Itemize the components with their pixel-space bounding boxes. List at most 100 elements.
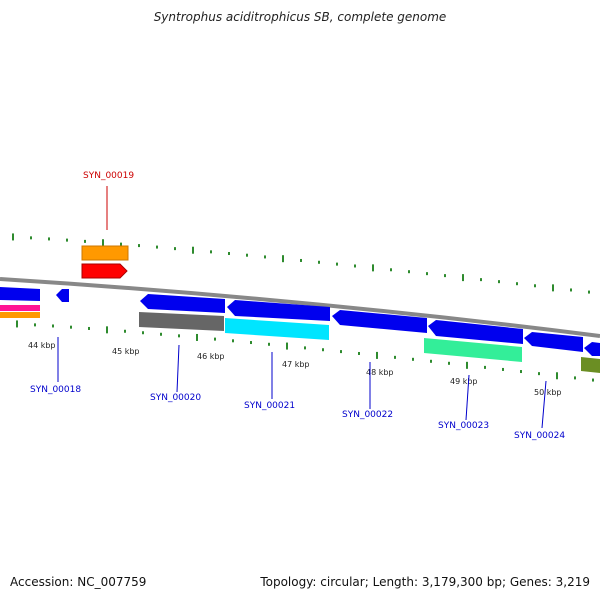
tick-mark-lower (286, 342, 288, 350)
tick-mark-upper (480, 278, 482, 282)
tick-mark-lower (430, 359, 432, 363)
tick-mark-upper (426, 272, 428, 276)
tick-mark-lower (376, 351, 378, 359)
tick-mark-upper (534, 284, 536, 288)
gene-arrow-syn00022[interactable] (332, 310, 427, 333)
tick-mark-upper (228, 252, 230, 256)
kbp-label: 45 kbp (112, 347, 140, 356)
feature-magenta-bar[interactable] (0, 305, 40, 311)
gene-arrow-syn00018-a[interactable] (0, 287, 40, 301)
gene-arrow-syn00023[interactable] (428, 320, 523, 344)
tick-mark-upper (498, 280, 500, 284)
tick-mark-upper (102, 239, 104, 247)
tick-mark-lower (556, 372, 558, 380)
tick-mark-upper (210, 250, 212, 254)
tick-mark-lower (448, 361, 450, 365)
tick-mark-lower (250, 341, 252, 345)
topology-value: circular (320, 575, 365, 589)
tick-mark-lower (412, 357, 414, 361)
tick-mark-lower (52, 324, 54, 328)
tick-mark-upper (390, 268, 392, 272)
tick-mark-lower (106, 326, 108, 334)
tick-mark-upper (84, 239, 86, 243)
tick-mark-upper (12, 233, 14, 241)
kbp-label: 44 kbp (28, 341, 56, 350)
tick-mark-upper (462, 274, 464, 282)
tick-mark-upper (444, 274, 446, 278)
tick-mark-lower (304, 346, 306, 350)
tick-mark-upper (318, 260, 320, 264)
genome-backbone (0, 277, 600, 338)
gene-label[interactable]: SYN_00020 (150, 393, 201, 403)
tick-mark-lower (268, 342, 270, 346)
gene-label[interactable]: SYN_00019 (83, 171, 134, 181)
tick-mark-lower (592, 378, 594, 382)
kbp-label: 46 kbp (197, 352, 225, 361)
topology-label: Topology: (260, 575, 317, 589)
tick-mark-upper (282, 255, 284, 263)
feature-cyan-bar[interactable] (225, 318, 329, 340)
gene-label[interactable]: SYN_00023 (438, 421, 489, 431)
tick-mark-lower (322, 348, 324, 352)
tick-mark-upper (30, 236, 32, 240)
tick-mark-upper (246, 253, 248, 257)
feature-olive-bar[interactable] (581, 357, 600, 373)
tick-mark-lower (484, 365, 486, 369)
genes-label: Genes: (509, 575, 552, 589)
tick-mark-lower (394, 355, 396, 359)
tick-mark-upper (372, 264, 374, 272)
reverse-features (0, 287, 600, 356)
gene-labels: SYN_00018 SYN_00019 SYN_00020 SYN_00021 SYN_… (30, 171, 565, 441)
gene-leader-line (176, 344, 180, 393)
tick-mark-lower (502, 367, 504, 371)
tick-mark-upper (120, 242, 122, 246)
tick-mark-upper (66, 238, 68, 242)
tick-mark-lower (124, 329, 126, 333)
gene-arrow-syn00024[interactable] (524, 332, 583, 352)
tick-mark-lower (142, 331, 144, 335)
kbp-label: 50 kbp (534, 388, 562, 397)
tick-mark-upper (552, 284, 554, 292)
tick-mark-upper (570, 288, 572, 292)
tick-mark-upper (48, 237, 50, 241)
tick-mark-lower (88, 326, 90, 330)
tick-mark-upper (138, 244, 140, 248)
secondary-features (0, 305, 600, 373)
feature-gray-bar[interactable] (139, 312, 224, 331)
gene-label[interactable]: SYN_00022 (342, 410, 393, 420)
feature-red-arrow[interactable] (81, 263, 128, 279)
feature-orange-small[interactable] (0, 312, 40, 318)
gene-label[interactable]: SYN_00018 (30, 385, 81, 395)
tick-mark-lower (214, 337, 216, 341)
gene-arrow-syn00021[interactable] (227, 300, 330, 321)
genome-stats: Topology: circular; Length: 3,179,300 bp… (260, 575, 590, 589)
tick-row-upper (12, 233, 590, 294)
tick-mark-lower (358, 351, 360, 355)
forward-features (81, 245, 129, 279)
genes-value: 3,219 (555, 575, 590, 589)
tick-mark-upper (300, 258, 302, 262)
tick-mark-lower (178, 334, 180, 338)
tick-mark-upper (408, 270, 410, 274)
gene-label[interactable]: SYN_00021 (244, 401, 295, 411)
gene-arrow-syn00018-b[interactable] (56, 289, 69, 302)
tick-row-lower (16, 320, 594, 382)
gene-arrow-next[interactable] (584, 342, 600, 356)
tick-mark-lower (466, 361, 468, 369)
gene-arrow-syn00020[interactable] (140, 294, 225, 313)
genome-title: Syntrophus aciditrophicus SB, complete g… (153, 10, 447, 24)
tick-mark-upper (354, 264, 356, 268)
feature-orange-bar[interactable] (81, 245, 129, 261)
length-value: 3,179,300 bp (421, 575, 502, 589)
tick-mark-lower (538, 372, 540, 376)
feature-green-bar[interactable] (424, 338, 522, 362)
tick-mark-upper (264, 255, 266, 259)
tick-mark-upper (156, 245, 158, 249)
accession-label: Accession: (10, 575, 74, 589)
tick-mark-lower (16, 320, 18, 328)
tick-mark-lower (34, 323, 36, 327)
tick-mark-lower (70, 325, 72, 329)
tick-mark-lower (340, 350, 342, 354)
gene-label[interactable]: SYN_00024 (514, 431, 565, 441)
kbp-label: 49 kbp (450, 377, 478, 386)
